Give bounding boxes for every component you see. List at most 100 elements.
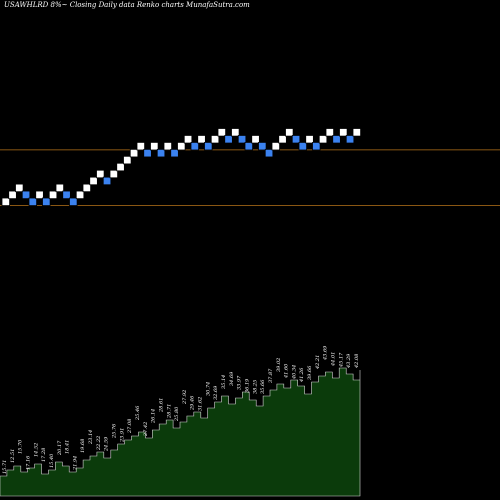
volume-label: 26.14 xyxy=(151,409,157,424)
volume-label: 38.25 xyxy=(252,380,258,394)
renko-brick-up xyxy=(150,141,159,151)
volume-label: 14.52 xyxy=(33,443,39,457)
renko-brick-down xyxy=(21,190,31,200)
volume-label: 19.68 xyxy=(80,439,86,453)
renko-brick-up xyxy=(55,183,64,193)
renko-brick-up xyxy=(163,141,172,151)
volume-label: 43.69 xyxy=(323,345,329,361)
volume-label: 28.71 xyxy=(166,404,172,419)
renko-brick-down xyxy=(143,148,152,158)
renko-brick-down xyxy=(264,148,274,158)
volume-label: 27.92 xyxy=(182,390,188,405)
volume-label: 42.21 xyxy=(315,355,321,370)
volume-label: 17.28 xyxy=(41,448,47,462)
renko-brick-up xyxy=(15,183,24,193)
renko-brick-up xyxy=(325,128,334,137)
volume-label: 30.74 xyxy=(205,382,211,396)
renko-brick-up xyxy=(48,190,58,200)
renko-brick-down xyxy=(204,141,213,151)
renko-brick-down xyxy=(224,135,233,144)
renko-brick-up xyxy=(82,183,91,193)
volume-area xyxy=(0,367,361,497)
renko-brick-up xyxy=(318,135,328,144)
renko-brick-up xyxy=(210,135,220,144)
volume-label: 35.66 xyxy=(260,379,266,394)
volume-label: 18.41 xyxy=(65,440,71,454)
renko-brick-up xyxy=(129,148,139,158)
volume-label: 42.08 xyxy=(354,354,360,369)
renko-brick-down xyxy=(156,148,166,158)
renko-brick-up xyxy=(339,128,348,137)
renko-brick-up xyxy=(271,141,280,151)
volume-label: 36.19 xyxy=(245,378,251,393)
volume-label: 39.66 xyxy=(307,365,313,380)
renko-brick-down xyxy=(69,197,78,206)
renko-brick-up xyxy=(1,197,10,206)
volume-label: 43.29 xyxy=(346,353,352,369)
volume-label: 17.16 xyxy=(26,455,32,470)
volume-label: 23.91 xyxy=(119,428,125,443)
volume-label: 22.22 xyxy=(96,436,102,451)
renko-brick-up xyxy=(123,155,132,165)
renko-brick-up xyxy=(89,176,98,186)
volume-label: 33.97 xyxy=(237,375,243,390)
renko-brick-up xyxy=(35,190,44,200)
renko-brick-up xyxy=(352,128,361,137)
volume-label: 15.40 xyxy=(49,453,55,468)
volume-label: 37.87 xyxy=(268,368,274,383)
renko-brick-up xyxy=(75,190,85,200)
volume-label: 32.69 xyxy=(213,385,219,400)
volume-label: 29.46 xyxy=(190,395,196,411)
volume-label: 34.69 xyxy=(229,371,235,386)
renko-brick-up xyxy=(217,128,226,137)
renko-brick-up xyxy=(278,135,287,144)
volume-label: 21.94 xyxy=(72,456,78,471)
volume-label: 31.62 xyxy=(198,397,204,411)
renko-brick-up xyxy=(305,135,314,144)
renko-brick-up xyxy=(177,141,186,151)
renko-brick-up xyxy=(285,128,294,137)
volume-label: 35.14 xyxy=(221,375,227,389)
volume-label: 44.01 xyxy=(331,352,337,367)
volume-label: 15.71 xyxy=(2,460,8,474)
volume-label: 12.51 xyxy=(10,449,16,463)
renko-brick-down xyxy=(102,176,112,186)
volume-label: 41.60 xyxy=(284,363,290,379)
volume-label: 39.02 xyxy=(276,358,282,372)
renko-brick-up xyxy=(109,169,118,179)
renko-brick-down xyxy=(237,135,247,144)
renko-brick-up xyxy=(183,135,193,144)
renko-brick-up xyxy=(136,141,145,151)
renko-brick-down xyxy=(291,135,301,144)
renko-brick-up xyxy=(116,162,125,172)
renko-brick-down xyxy=(312,141,321,151)
volume-label: 25.76 xyxy=(112,423,118,439)
renko-brick-down xyxy=(28,197,37,206)
renko-brick-up xyxy=(8,190,17,200)
renko-brick-down xyxy=(190,141,199,151)
renko-brick-up xyxy=(251,135,260,144)
renko-brick-down xyxy=(298,141,307,151)
volume-label: 45.17 xyxy=(338,352,344,368)
renko-brick-down xyxy=(244,141,253,151)
renko-brick-up xyxy=(231,128,240,137)
renko-brick-down xyxy=(345,135,355,144)
volume-label: 20.17 xyxy=(57,440,63,456)
chart-title: USAWHLRD 8%~ Closing Daily data Renko ch… xyxy=(4,1,250,9)
renko-brick-down xyxy=(62,190,71,200)
renko-brick-down xyxy=(332,135,341,144)
renko-brick-up xyxy=(96,169,105,179)
renko-brick-down xyxy=(258,141,267,151)
volume-label: 28.61 xyxy=(158,398,164,413)
volume-label: 15.70 xyxy=(18,439,24,454)
volume-label: 27.08 xyxy=(127,419,133,434)
volume-label: 27.42 xyxy=(143,422,149,437)
volume-label: 25.80 xyxy=(174,406,180,422)
renko-brick-down xyxy=(42,197,51,206)
renko-brick-up xyxy=(197,135,206,144)
volume-label: 23.14 xyxy=(88,430,94,445)
volume-label: 41.26 xyxy=(299,367,305,383)
volume-label: 25.46 xyxy=(135,405,141,421)
renko-brick-down xyxy=(170,148,179,158)
